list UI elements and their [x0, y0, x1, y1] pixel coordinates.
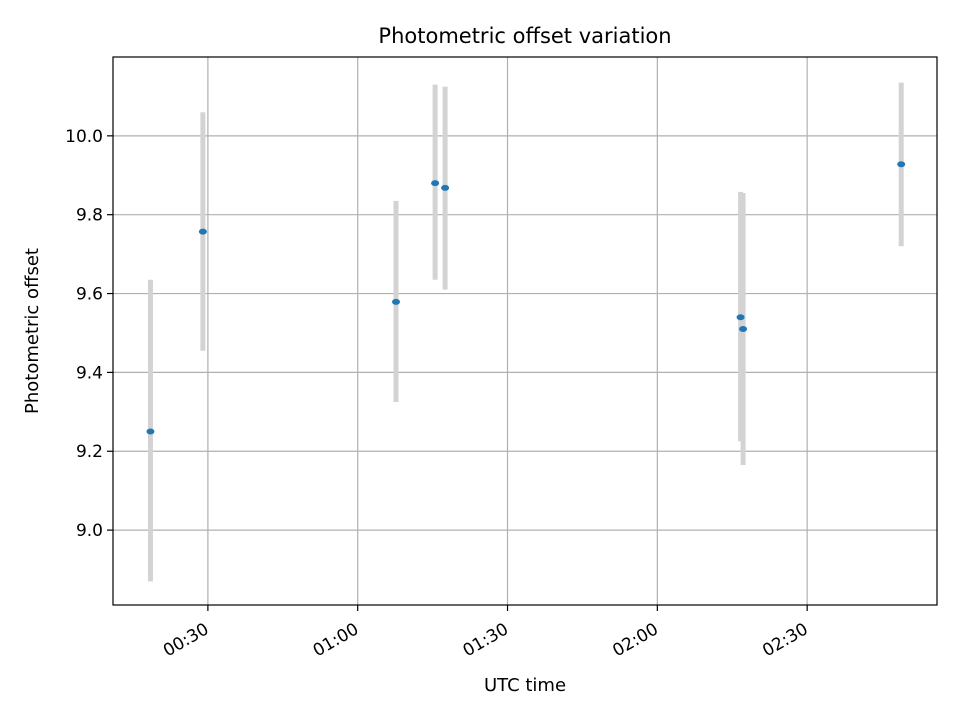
y-tick-label: 9.4 — [76, 363, 103, 383]
data-point — [146, 428, 155, 435]
data-point — [391, 298, 400, 305]
y-tick-label: 9.6 — [76, 285, 103, 305]
plot-frame — [112, 56, 938, 606]
y-tick-label: 10.0 — [65, 127, 103, 147]
data-point — [431, 180, 440, 187]
data-point — [198, 228, 207, 235]
y-tick-label: 9.2 — [76, 442, 103, 462]
data-point — [897, 161, 906, 168]
data-points — [146, 161, 906, 435]
grid — [113, 57, 937, 605]
data-point — [441, 184, 450, 191]
y-axis-label: Photometric offset — [22, 248, 43, 414]
chart-title: Photometric offset variation — [378, 24, 671, 48]
data-point — [739, 326, 748, 333]
y-tick-label: 9.0 — [76, 521, 103, 541]
data-point — [736, 314, 745, 321]
y-axis-ticks: 9.0 9.2 9.4 9.6 9.8 10.0 — [65, 127, 113, 541]
y-tick-label: 9.8 — [76, 206, 103, 226]
x-axis-label: UTC time — [484, 675, 566, 696]
